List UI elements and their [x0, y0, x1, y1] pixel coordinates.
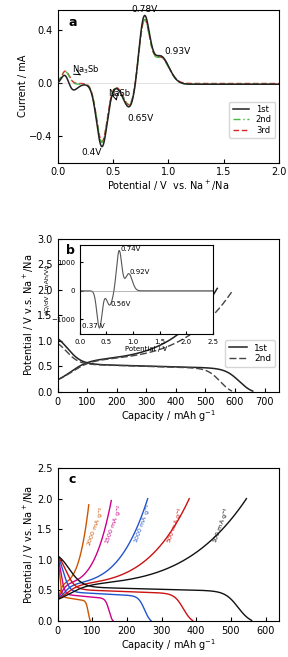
3rd	[56, 78, 59, 86]
2nd	[56, 340, 59, 348]
2nd	[100, 139, 104, 147]
Text: NaSb: NaSb	[109, 89, 131, 97]
2nd	[74, 355, 77, 363]
1st	[231, 80, 234, 88]
Text: 500 mA g$^{-1}$: 500 mA g$^{-1}$	[165, 506, 187, 545]
Line: 3rd: 3rd	[58, 20, 279, 141]
1st	[271, 80, 275, 88]
2nd	[271, 80, 275, 88]
2nd	[278, 80, 281, 88]
Y-axis label: Current / mA: Current / mA	[18, 55, 28, 118]
2nd	[195, 365, 198, 373]
2nd	[230, 387, 234, 395]
1st	[208, 364, 211, 372]
Text: 0.4V: 0.4V	[82, 148, 102, 157]
3rd	[100, 137, 104, 145]
Text: a: a	[69, 16, 77, 29]
X-axis label: Capacity / mAh g$^{-1}$: Capacity / mAh g$^{-1}$	[121, 408, 216, 424]
1st	[56, 79, 59, 87]
Text: c: c	[69, 472, 76, 486]
1st	[212, 365, 215, 373]
1st	[76, 354, 79, 362]
Text: 1000 mA g$^{-1}$: 1000 mA g$^{-1}$	[132, 502, 156, 545]
Legend: 1st, 2nd, 3rd: 1st, 2nd, 3rd	[229, 102, 275, 138]
3rd	[271, 79, 275, 87]
Line: 2nd: 2nd	[58, 20, 279, 143]
Text: 2000 mA g$^{-1}$: 2000 mA g$^{-1}$	[84, 505, 109, 548]
2nd	[271, 80, 275, 88]
Text: b: b	[67, 244, 75, 257]
1st	[164, 57, 167, 65]
1st	[271, 80, 275, 88]
2nd	[231, 80, 234, 88]
2nd	[158, 53, 162, 61]
1st	[278, 80, 281, 88]
Y-axis label: Potential / V vs. Na$^+$/Na: Potential / V vs. Na$^+$/Na	[22, 485, 36, 604]
Text: 0.93V: 0.93V	[164, 47, 190, 57]
1st	[100, 143, 104, 150]
Text: 0.65V: 0.65V	[127, 114, 153, 123]
2nd	[56, 79, 59, 87]
2nd	[192, 364, 195, 372]
2nd	[126, 362, 130, 370]
3rd	[278, 79, 281, 87]
3rd	[164, 58, 167, 66]
Line: 2nd: 2nd	[58, 344, 232, 391]
2nd	[176, 363, 179, 371]
2nd	[164, 58, 167, 66]
2nd	[143, 16, 147, 24]
2nd	[67, 72, 71, 80]
3rd	[271, 79, 275, 87]
X-axis label: Potential / V  vs. Na$^+$/Na: Potential / V vs. Na$^+$/Na	[107, 179, 230, 193]
X-axis label: Capacity / mAh g$^{-1}$: Capacity / mAh g$^{-1}$	[121, 637, 216, 653]
1st	[190, 363, 193, 371]
2nd	[133, 362, 136, 370]
1st	[158, 52, 162, 60]
1st	[56, 334, 59, 342]
Text: 0.78V: 0.78V	[131, 5, 157, 14]
1st	[251, 387, 255, 395]
3rd	[231, 79, 234, 87]
1st	[135, 362, 138, 370]
Text: 100 mA g$^{-1}$: 100 mA g$^{-1}$	[211, 506, 233, 545]
3rd	[67, 72, 71, 79]
3rd	[143, 16, 147, 24]
3rd	[158, 53, 162, 61]
Legend: 1st, 2nd: 1st, 2nd	[225, 340, 275, 367]
1st	[142, 362, 145, 370]
Line: 1st: 1st	[58, 338, 253, 391]
1st	[143, 12, 147, 20]
1st	[67, 79, 71, 87]
Line: 1st: 1st	[58, 16, 279, 147]
Text: Na$_3$Sb: Na$_3$Sb	[72, 64, 100, 76]
Y-axis label: Potential / V v.s. Na$^+$/Na: Potential / V v.s. Na$^+$/Na	[22, 254, 36, 376]
Text: 1500 mA g$^{-1}$: 1500 mA g$^{-1}$	[102, 503, 126, 546]
